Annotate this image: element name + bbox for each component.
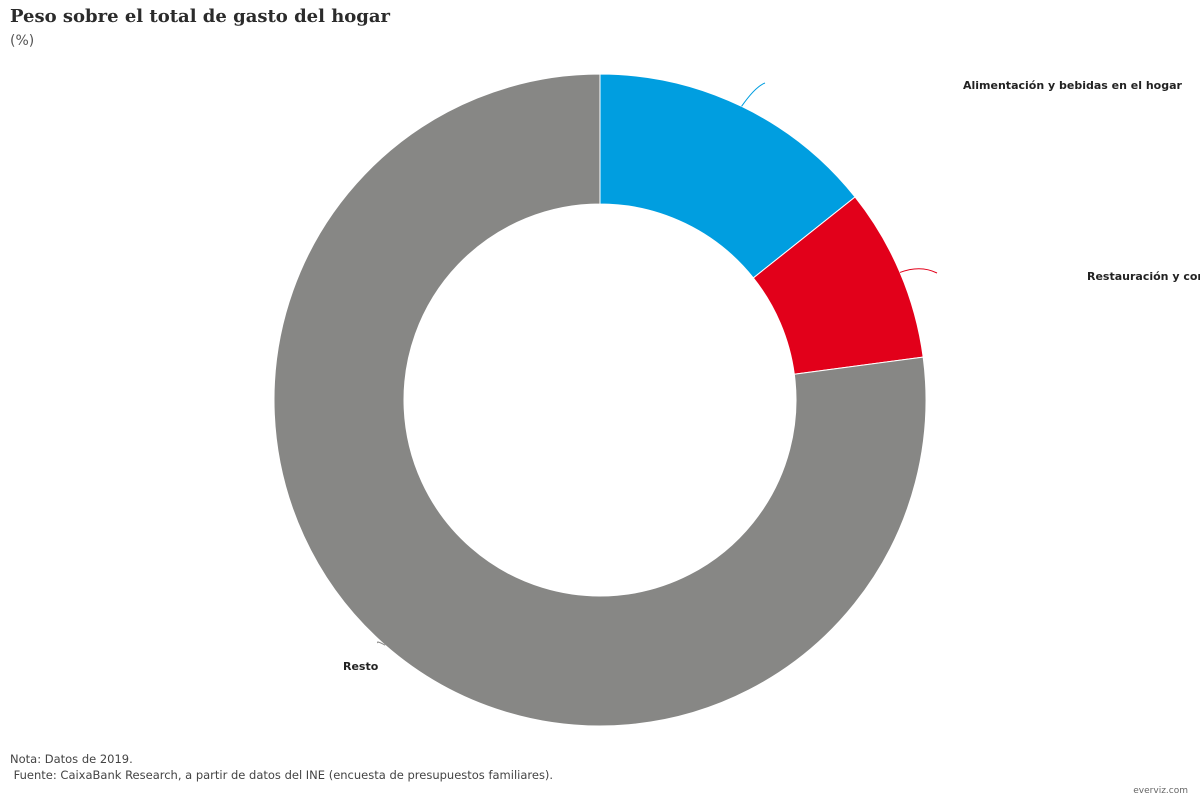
leader-line-3 bbox=[377, 641, 386, 646]
chart-title: Peso sobre el total de gasto del hogar bbox=[10, 6, 391, 27]
chart-source: Fuente: CaixaBank Research, a partir de … bbox=[10, 768, 554, 782]
everviz-credit[interactable]: everviz.com bbox=[1133, 786, 1188, 796]
leader-line-2 bbox=[899, 268, 938, 274]
chart-subtitle: (%) bbox=[10, 33, 35, 49]
donut-slice-3[interactable] bbox=[273, 73, 927, 727]
chart-note: Nota: Datos de 2019. bbox=[10, 752, 133, 766]
slice-label-1: Alimentación y bebidas en el hogar bbox=[963, 79, 1183, 92]
slice-label-2: Restauración y comedores bbox=[1087, 270, 1200, 283]
slice-label-3: Resto bbox=[343, 660, 379, 673]
leader-line-1 bbox=[741, 82, 766, 107]
